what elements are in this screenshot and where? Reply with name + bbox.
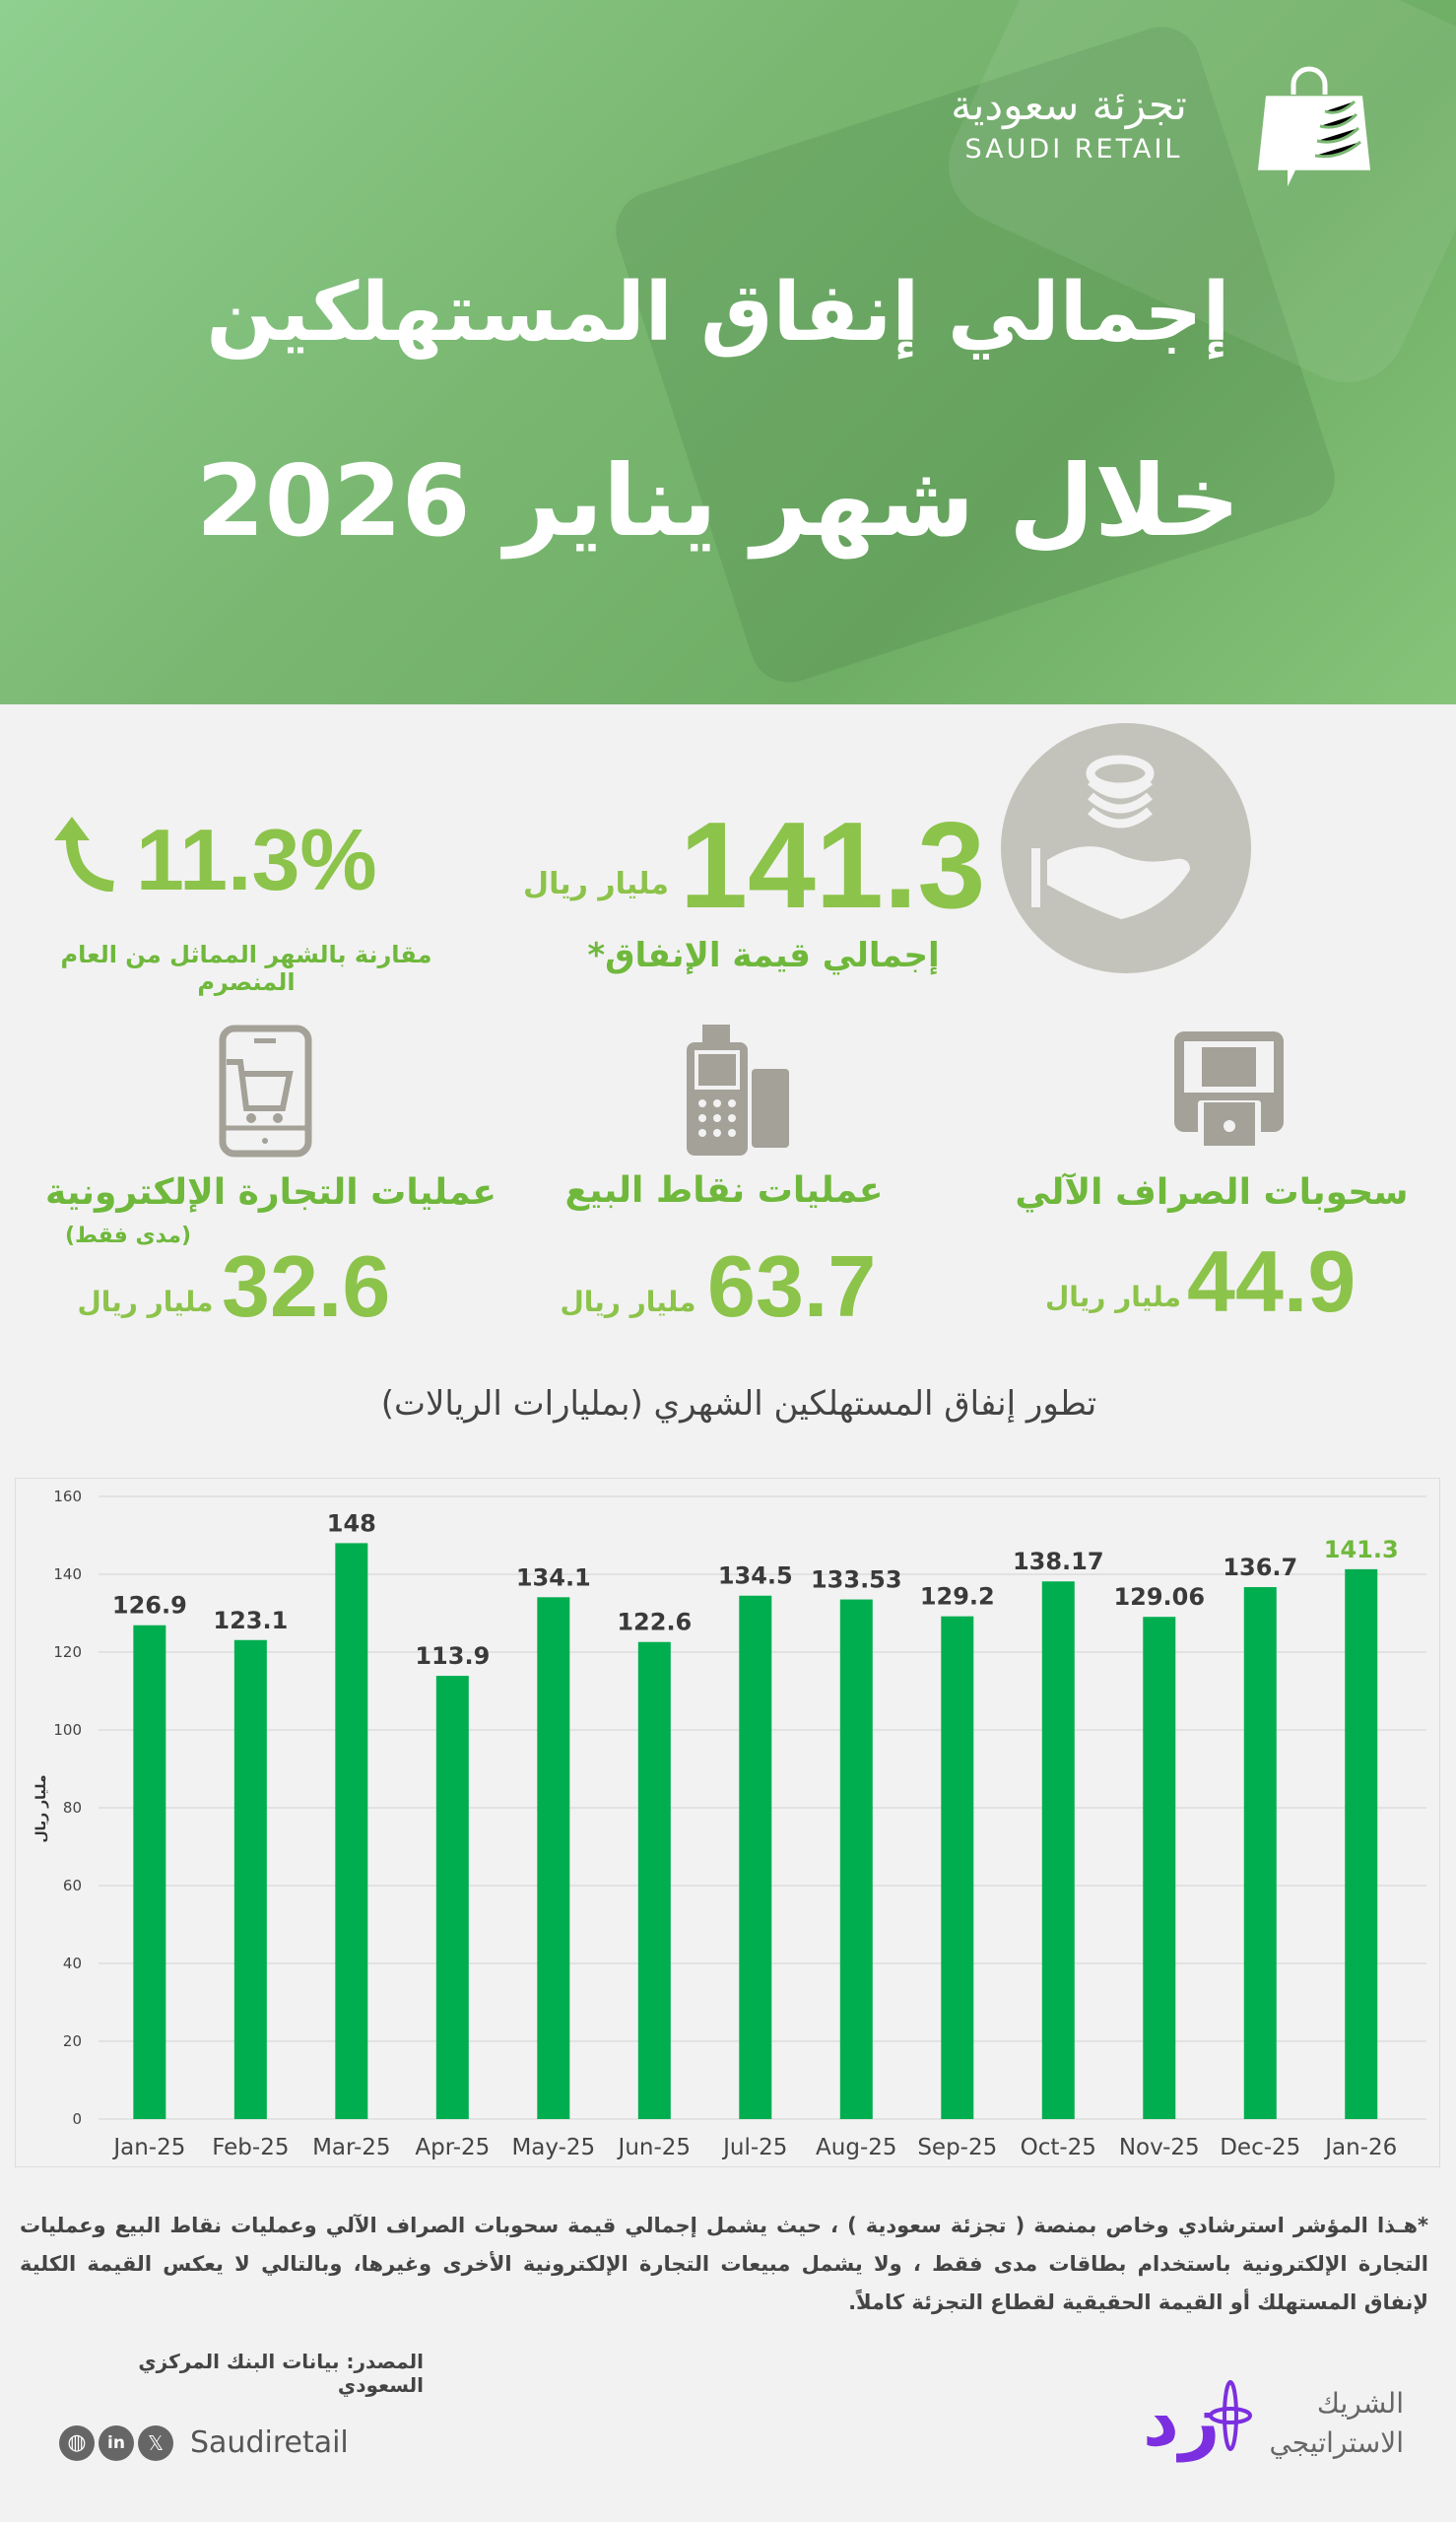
logo-text-arabic: تجزئة سعودية [951,81,1187,129]
mobile-cart-icon [219,1025,312,1158]
x-tick-label: Mar-25 [312,2135,391,2160]
y-axis-title: مليار ريال [33,1774,49,1843]
x-tick-label: Jan-26 [1323,2135,1397,2160]
bar-Jun-25 [637,1641,671,2119]
data-label: 122.6 [617,1609,692,1636]
bar-chart: 0 20 40 60 80 100 120 140 160 126.9 Jan-25 123.1 Feb… [53,1488,1426,2160]
category-pos-value: 63.7 [707,1237,877,1335]
partner-caption-line1: الشريك [1316,2387,1404,2420]
data-label: 123.1 [213,1607,288,1634]
pos-terminal-icon [687,1025,789,1156]
social-handle[interactable]: Saudiretail [190,2425,349,2460]
category-ecommerce-label: عمليات التجارة الإلكترونية [45,1172,496,1213]
bar-Feb-25 [233,1639,267,2119]
partner-caption-line2: الاستراتيجي [1269,2426,1404,2459]
chart-title: تطور إنفاق المستهلكين الشهري (بمليارات ا… [380,1384,1097,1424]
bar-Sep-25 [941,1616,974,2119]
x-tick-label: Feb-25 [212,2135,289,2160]
bar-Jan-26 [1345,1568,1378,2119]
y-tick-label: 120 [53,1643,82,1661]
data-label: 141.3 [1324,1536,1399,1563]
hand-coins-icon [1001,723,1251,973]
growth-label: مقارنة بالشهر المماثل من العام المنصرم [60,941,432,996]
bar-Dec-25 [1243,1587,1277,2119]
x-tick-label: Aug-25 [816,2135,896,2160]
data-label: 148 [327,1509,376,1537]
atm-icon [1174,1031,1284,1148]
bar-Nov-25 [1143,1617,1176,2119]
data-label: 134.1 [516,1563,591,1591]
bar-Oct-25 [1041,1581,1075,2119]
x-tick-label: May-25 [511,2135,595,2160]
partner-logo-text: زد [1143,2379,1221,2462]
data-label: 129.06 [1113,1583,1205,1611]
data-label: 138.17 [1013,1548,1104,1575]
x-tick-label: Dec-25 [1220,2135,1300,2160]
bar-Jul-25 [739,1595,772,2119]
footnote: *هـذا المؤشر استرشادي وخاص بمنصة ( تجزئة… [20,2214,1428,2314]
x-tick-label: Jan-25 [111,2135,185,2160]
hero-banner [0,0,1456,704]
y-tick-label: 60 [63,1877,82,1894]
partner-caption: الشريك الاستراتيجي [1266,2384,1404,2463]
bar-Jan-25 [133,1625,166,2119]
y-tick-label: 160 [53,1488,82,1505]
y-tick-label: 0 [72,2110,82,2128]
x-tick-label: Apr-25 [415,2135,490,2160]
x-tick-label: Jul-25 [721,2135,787,2160]
y-tick-label: 140 [53,1565,82,1583]
bar-Mar-25 [335,1543,368,2119]
y-tick-label: 100 [53,1721,82,1739]
total-spending-unit: مليار ريال [523,867,669,901]
bar-Apr-25 [435,1676,469,2119]
category-pos-unit: مليار ريال [560,1286,696,1318]
data-label: 126.9 [112,1592,187,1620]
y-tick-label: 40 [63,1955,82,1972]
category-atm-unit: مليار ريال [1044,1281,1182,1313]
total-spending-label: إجمالي قيمة الإنفاق* [587,936,940,975]
globe-icon[interactable]: ◍ [59,2425,95,2461]
logo-text-english: SAUDI RETAIL [964,134,1183,165]
x-tick-label: Oct-25 [1021,2135,1096,2160]
data-label: 129.2 [920,1583,995,1611]
data-label: 133.53 [811,1566,902,1594]
shopping-bag-logo-icon [1258,66,1370,187]
y-tick-label: 20 [63,2032,82,2050]
x-tick-label: Nov-25 [1119,2135,1200,2160]
data-label: 134.5 [718,1562,793,1590]
bar-May-25 [537,1597,570,2119]
growth-value: 11.3% [136,811,377,908]
data-label: 113.9 [415,1642,490,1670]
y-tick-label: 80 [63,1799,82,1817]
x-tick-label: Jun-25 [617,2135,692,2160]
x-icon[interactable]: 𝕏 [138,2425,173,2461]
partner-logo-ornament-icon [1209,2380,1252,2451]
linkedin-icon[interactable]: in [99,2425,134,2461]
source-text: المصدر: بيانات البنك المركزي السعودي [138,2350,424,2397]
category-pos-label: عمليات نقاط البيع [564,1170,884,1211]
category-ecommerce-note: (مدى فقط) [64,1224,192,1248]
category-atm-label: سحوبات الصراف الآلي [1015,1172,1409,1213]
category-ecommerce-value: 32.6 [222,1237,391,1335]
total-spending-value: 141.3 [680,798,986,934]
page-title-line2: خلال شهر يناير 2026 [196,443,1240,559]
arrow-up-icon [54,817,114,892]
partner-logo: زد [1143,2379,1220,2462]
x-tick-label: Sep-25 [917,2135,997,2160]
category-atm-value: 44.9 [1187,1232,1357,1330]
bar-Aug-25 [839,1599,873,2119]
category-ecommerce-unit: مليار ريال [77,1286,214,1318]
page-title-line1: إجمالي إنفاق المستهلكين [206,266,1230,360]
social-links: ◍ in 𝕏 [59,2425,173,2461]
data-label: 136.7 [1223,1554,1297,1581]
